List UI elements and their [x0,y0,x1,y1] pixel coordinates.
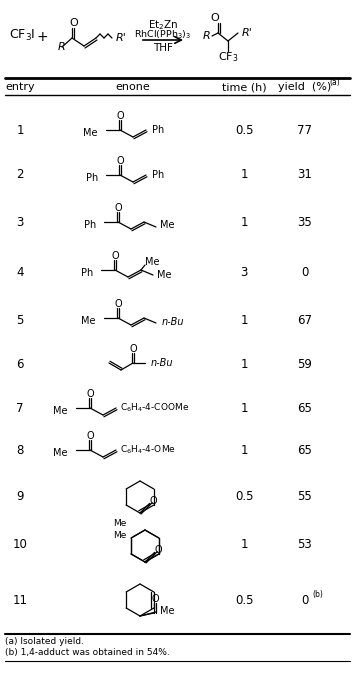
Text: Me: Me [160,606,175,616]
Text: Et$_2$Zn: Et$_2$Zn [148,18,178,32]
Text: Me: Me [54,406,68,416]
Text: Me: Me [160,220,175,230]
Text: time (h): time (h) [222,82,266,92]
Text: (b): (b) [312,590,323,600]
Text: 59: 59 [297,359,312,371]
Text: 55: 55 [297,491,312,503]
Text: 1: 1 [240,215,248,229]
Text: Me: Me [114,532,127,540]
Text: 53: 53 [297,538,312,551]
Text: 0.5: 0.5 [235,491,253,503]
Text: n-Bu: n-Bu [151,358,174,368]
Text: 7: 7 [16,402,24,415]
Text: 2: 2 [16,168,24,182]
Text: O: O [114,299,122,309]
Text: 0: 0 [301,266,309,279]
Text: C$_6$H$_4$-4-COOMe: C$_6$H$_4$-4-COOMe [120,402,189,415]
Text: O: O [116,156,124,166]
Text: (a): (a) [330,79,340,87]
Text: R': R' [242,28,253,38]
Text: O: O [116,111,124,121]
Text: Ph: Ph [81,268,93,278]
Text: 1: 1 [240,314,248,326]
Text: Ph: Ph [84,220,96,230]
Text: Me: Me [114,520,127,528]
Text: O: O [70,18,78,28]
Text: Me: Me [82,316,96,326]
Text: Me: Me [54,448,68,458]
Text: 6: 6 [16,359,24,371]
Text: 1: 1 [240,402,248,415]
Text: O: O [151,594,159,604]
Text: 67: 67 [297,314,312,326]
Text: THF: THF [153,43,173,53]
Text: 0.5: 0.5 [235,124,253,137]
Text: (b) 1,4-adduct was obtained in 54%.: (b) 1,4-adduct was obtained in 54%. [5,647,170,656]
Text: 5: 5 [16,314,24,326]
Text: (a) Isolated yield.: (a) Isolated yield. [5,637,84,647]
Text: O: O [86,389,94,399]
Text: 65: 65 [297,402,312,415]
Text: 8: 8 [16,444,24,456]
Text: 1: 1 [16,124,24,137]
Text: 10: 10 [12,538,27,551]
Text: enone: enone [116,82,151,92]
Text: 31: 31 [297,168,312,182]
Text: O: O [155,545,163,555]
Text: O: O [211,13,219,23]
Text: Ph: Ph [86,173,98,183]
Text: 11: 11 [12,594,27,606]
Text: CF$_3$: CF$_3$ [218,50,238,64]
Text: 9: 9 [16,491,24,503]
Text: n-Bu: n-Bu [162,317,185,327]
Text: CF$_3$I: CF$_3$I [9,28,35,42]
Text: 1: 1 [240,359,248,371]
Text: 4: 4 [16,266,24,279]
Text: Me: Me [157,270,171,280]
Text: 77: 77 [297,124,312,137]
Text: +: + [36,30,48,44]
Text: 0.5: 0.5 [235,594,253,606]
Text: 1: 1 [240,444,248,456]
Text: Me: Me [83,128,98,138]
Text: O: O [129,344,137,354]
Text: R: R [58,42,66,52]
Text: R: R [203,31,211,41]
Text: O: O [114,203,122,213]
Text: 3: 3 [16,215,24,229]
Text: O: O [150,497,157,506]
Text: yield  (%): yield (%) [278,82,332,92]
Text: Ph: Ph [152,170,164,180]
Text: R': R' [116,33,127,43]
Text: 0: 0 [301,594,309,606]
Text: 1: 1 [240,538,248,551]
Text: O: O [86,431,94,441]
Text: O: O [111,251,119,261]
Text: Ph: Ph [152,125,164,135]
Text: Me: Me [145,257,159,267]
Text: RhCl(PPh$_3$)$_3$: RhCl(PPh$_3$)$_3$ [135,29,192,41]
Text: 35: 35 [297,215,312,229]
Text: 65: 65 [297,444,312,456]
Text: 1: 1 [240,168,248,182]
Text: entry: entry [5,82,35,92]
Text: C$_6$H$_4$-4-OMe: C$_6$H$_4$-4-OMe [120,444,176,456]
Text: 3: 3 [240,266,248,279]
